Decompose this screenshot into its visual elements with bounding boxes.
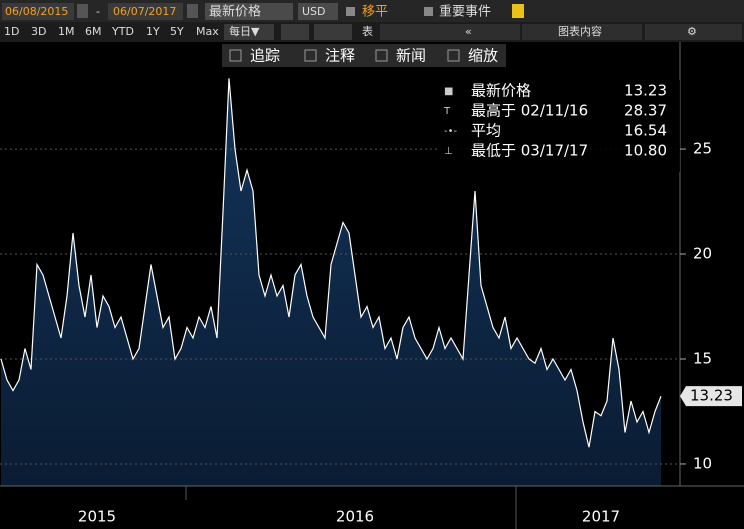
tool-button[interactable]: 追踪 xyxy=(250,47,280,65)
line-type-button[interactable] xyxy=(281,24,309,40)
collapse-button[interactable] xyxy=(380,24,520,40)
x-tick-label: 2015 xyxy=(78,508,116,526)
toolbar xyxy=(0,0,744,22)
date-field[interactable] xyxy=(2,3,74,20)
period-button[interactable]: 6M xyxy=(85,25,102,38)
y-tick-label: 10 xyxy=(693,454,712,472)
period-button[interactable]: 1D xyxy=(4,25,19,38)
legend-icon: -•- xyxy=(444,126,458,137)
tool-icon[interactable] xyxy=(375,49,388,62)
x-tick-label: 2017 xyxy=(582,508,620,526)
bar-type-button[interactable] xyxy=(314,24,352,40)
legend-box xyxy=(438,80,680,172)
legend-value: 28.37 xyxy=(624,102,667,120)
settings-button[interactable] xyxy=(645,24,742,40)
frequency-select[interactable] xyxy=(224,24,274,40)
moving-avg[interactable]: 移平 xyxy=(362,5,388,20)
checkbox[interactable] xyxy=(424,7,433,16)
chart-content-button[interactable] xyxy=(522,24,642,40)
currency-select[interactable] xyxy=(298,3,338,20)
line xyxy=(0,78,662,448)
legend-value: 10.80 xyxy=(624,142,667,160)
period-button[interactable]: YTD xyxy=(111,25,134,38)
last-value-label: 13.23 xyxy=(690,387,733,405)
period-button[interactable]: 5Y xyxy=(170,25,184,38)
legend-label: 最高于 02/11/16 xyxy=(471,102,588,120)
legend-value: 13.23 xyxy=(624,82,667,100)
info-icon[interactable] xyxy=(512,4,524,18)
table-button[interactable]: 表 xyxy=(362,24,373,38)
period-button[interactable]: Max xyxy=(196,25,219,38)
tool-button[interactable]: 缩放 xyxy=(468,47,498,65)
tool-icon[interactable] xyxy=(229,49,242,62)
y-tick-label: 25 xyxy=(693,140,712,158)
settings-icon[interactable]: ⚙ xyxy=(687,25,697,38)
y-tick-label: 20 xyxy=(693,245,712,263)
tool-icon[interactable] xyxy=(447,49,460,62)
legend-label: 最新价格 xyxy=(471,82,531,100)
tool-button[interactable]: 注释 xyxy=(325,47,355,65)
tool-icon[interactable] xyxy=(304,49,317,62)
frequency[interactable]: 每日▼ xyxy=(229,24,260,38)
legend-value: 16.54 xyxy=(624,122,667,140)
end-date[interactable]: 06/07/2017 xyxy=(113,5,176,18)
chart-content[interactable]: 图表内容 xyxy=(558,24,602,38)
date-field[interactable] xyxy=(108,3,183,20)
x-tick-label: 2016 xyxy=(336,508,374,526)
legend-icon: ■ xyxy=(444,86,453,97)
field[interactable]: 最新价格 xyxy=(209,4,261,20)
period-button[interactable]: 1M xyxy=(58,25,75,38)
last-value-box xyxy=(680,386,742,407)
currency[interactable]: USD xyxy=(302,5,326,18)
legend-label: 最低于 03/17/17 xyxy=(471,142,588,160)
checkbox[interactable] xyxy=(346,7,355,16)
calendar-icon[interactable] xyxy=(77,4,88,18)
legend-icon: T xyxy=(443,106,451,117)
tool-bar xyxy=(222,44,506,67)
collapse-icon[interactable]: « xyxy=(465,25,472,38)
legend-label: 平均 xyxy=(471,122,501,140)
field-select[interactable] xyxy=(205,3,293,20)
events[interactable]: 重要事件 xyxy=(439,4,491,20)
y-tick-label: 15 xyxy=(693,349,712,367)
period-button[interactable]: 3D xyxy=(31,25,46,38)
legend-icon: ⊥ xyxy=(444,146,453,157)
area xyxy=(1,78,661,487)
calendar-icon[interactable] xyxy=(187,4,198,18)
start-date[interactable]: 06/08/2015 xyxy=(5,5,68,18)
period-button[interactable]: 1Y xyxy=(146,25,160,38)
tool-button[interactable]: 新闻 xyxy=(396,47,426,65)
separator: - xyxy=(96,5,100,18)
